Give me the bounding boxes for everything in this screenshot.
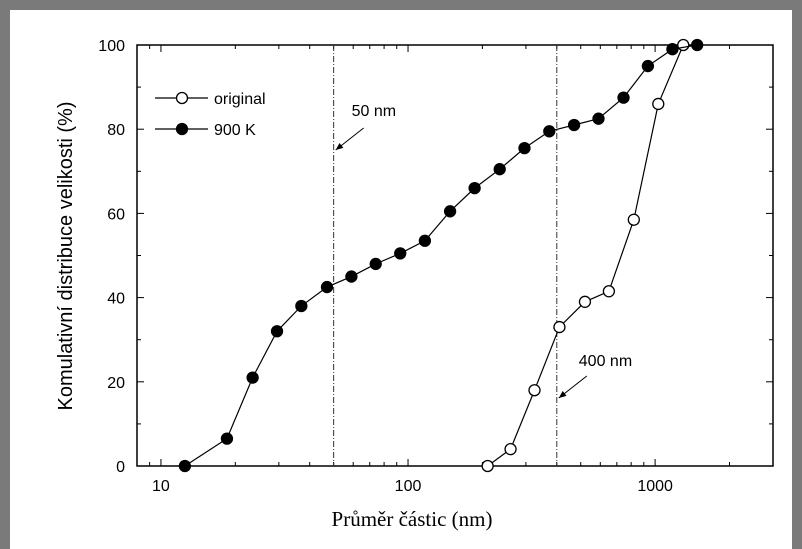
data-series — [178, 38, 704, 473]
y-tick-label: 20 — [107, 375, 125, 392]
series-line — [184, 44, 698, 467]
annotation-arrowhead — [335, 142, 344, 150]
y-axis-title: Komulativní distribuce velikosti (%) — [55, 102, 77, 411]
data-point — [394, 247, 407, 260]
x-tick-label: 10 — [152, 478, 170, 495]
data-point — [553, 320, 566, 334]
y-tick-label: 40 — [107, 291, 125, 308]
axis-ticks: 0 20 40 60 80 100 10 100 1000 — [98, 38, 774, 495]
data-point — [320, 280, 334, 294]
annotation-arrowhead — [558, 390, 567, 398]
data-point — [443, 205, 457, 218]
data-point — [543, 125, 556, 138]
plot-area-frame — [136, 44, 774, 467]
x-tick-label: 100 — [395, 478, 422, 495]
data-point — [220, 432, 234, 445]
reference-line-label: 400 nm — [579, 353, 632, 370]
reference-lines: 50 nm 400 nm — [333, 45, 632, 466]
data-point — [602, 285, 616, 298]
legend-marker — [175, 91, 189, 105]
legend-label: 900 K — [214, 122, 256, 139]
data-point — [295, 299, 308, 313]
data-point — [691, 38, 704, 52]
data-point — [270, 325, 284, 338]
x-tick-label: 1000 — [637, 478, 673, 495]
data-point — [504, 443, 517, 456]
data-point — [592, 112, 605, 125]
x-axis-title: Průměr částic (nm) — [332, 507, 493, 531]
data-point — [652, 97, 665, 111]
data-point — [369, 257, 382, 271]
data-point — [345, 270, 358, 283]
data-point — [528, 384, 541, 397]
data-point — [178, 459, 192, 473]
data-point — [418, 234, 432, 247]
data-point — [641, 59, 655, 73]
data-point — [578, 295, 592, 308]
data-point — [246, 371, 259, 384]
data-point — [493, 163, 506, 176]
data-point — [617, 91, 630, 104]
y-tick-label: 100 — [98, 38, 125, 55]
reference-line-label: 50 nm — [352, 103, 396, 120]
data-point — [666, 43, 679, 56]
legend: original 900 K — [155, 91, 266, 139]
data-point — [468, 181, 481, 195]
data-point — [567, 118, 581, 132]
data-point — [627, 213, 640, 226]
y-tick-label: 60 — [107, 206, 125, 223]
legend-label: original — [214, 91, 266, 108]
y-tick-label: 80 — [107, 122, 125, 139]
y-tick-label: 0 — [116, 459, 125, 476]
data-point — [518, 141, 531, 155]
data-point — [677, 38, 690, 52]
legend-marker — [175, 122, 189, 136]
data-point — [481, 459, 494, 473]
